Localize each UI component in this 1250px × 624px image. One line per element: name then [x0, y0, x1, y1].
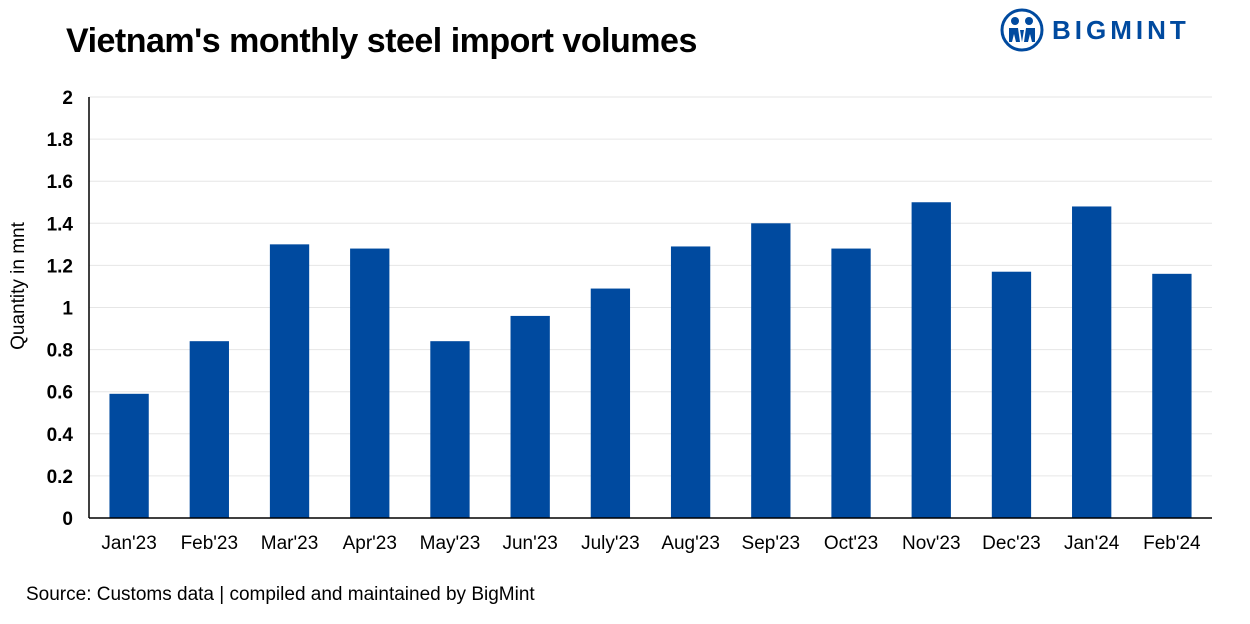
bar [590, 288, 631, 518]
bar [510, 315, 550, 518]
x-tick-label: Jan'23 [101, 533, 156, 554]
bar [109, 393, 149, 518]
x-tick-label: Aug'23 [661, 533, 720, 554]
source-note: Source: Customs data | compiled and main… [26, 584, 535, 605]
x-tick-label: Dec'23 [982, 533, 1041, 554]
y-tick-label: 1 [62, 299, 73, 320]
x-tick-label: Feb'23 [181, 533, 239, 554]
bar [831, 248, 871, 518]
bar [1152, 273, 1192, 518]
y-tick-label: 1.2 [47, 256, 73, 277]
y-tick-label: 2 [62, 88, 73, 109]
bar [430, 341, 470, 518]
x-tick-label: Oct'23 [824, 533, 878, 554]
bar [751, 223, 791, 519]
y-tick-label: 1.6 [47, 172, 73, 193]
tick-labels: 0 0.2 0.4 0.6 0.8 1 1.2 1.4 1.6 1.8 2 Jan'23 Feb'23 M… [47, 88, 1201, 554]
x-tick-label: Feb'24 [1143, 533, 1201, 554]
x-tick-label: Jan'24 [1064, 533, 1120, 554]
y-tick-label: 1.4 [47, 214, 74, 235]
bar [991, 271, 1032, 518]
y-tick-label: 0.4 [47, 425, 74, 446]
x-tick-label: Mar'23 [261, 533, 318, 554]
bar [670, 246, 711, 518]
bar [1072, 206, 1112, 518]
gridlines [89, 96, 1212, 477]
bar [911, 202, 951, 518]
y-tick-label: 0.8 [47, 341, 73, 362]
axes [88, 97, 1212, 519]
bigmint-logo: BIGMINT [1000, 8, 1190, 52]
bar [189, 341, 229, 518]
bar [350, 248, 390, 518]
bar [269, 244, 310, 518]
y-tick-label: 0.2 [47, 467, 73, 488]
bars [109, 202, 1192, 519]
y-tick-label: 0.6 [47, 383, 73, 404]
y-tick-label: 0 [62, 509, 73, 530]
bar-chart: 0 0.2 0.4 0.6 0.8 1 1.2 1.4 1.6 1.8 2 Jan'23 Feb'23 M… [8, 88, 1212, 554]
x-tick-label: May'23 [420, 533, 481, 554]
x-tick-label: Apr'23 [343, 533, 397, 554]
chart-title: Vietnam's monthly steel import volumes [66, 22, 697, 60]
y-axis-label: Quantity in mnt [8, 221, 29, 349]
y-tick-label: 1.8 [47, 130, 73, 151]
x-tick-label: Jun'23 [502, 533, 557, 554]
people-logo-icon [1000, 8, 1044, 52]
x-tick-label: July'23 [581, 533, 640, 554]
logo-text: BIGMINT [1052, 14, 1190, 45]
x-tick-label: Nov'23 [902, 533, 961, 554]
x-tick-label: Sep'23 [742, 533, 801, 554]
